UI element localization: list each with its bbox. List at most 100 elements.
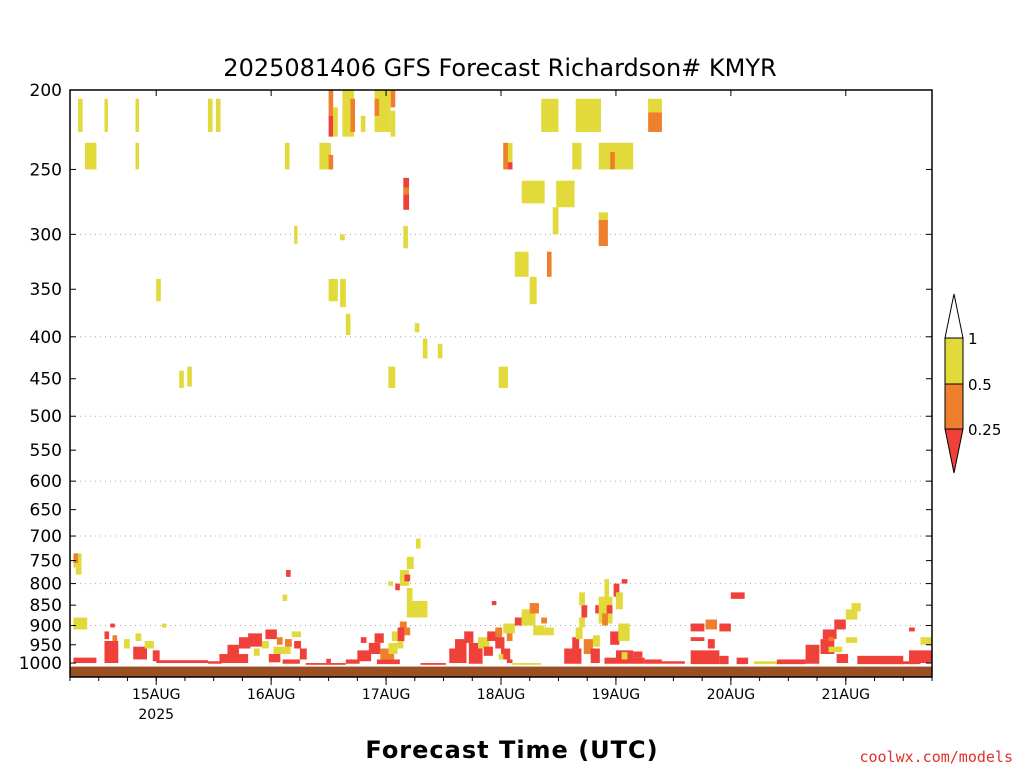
ri-cell-82	[273, 646, 291, 655]
ri-cell-36	[498, 366, 508, 389]
ri-cell-164	[707, 639, 715, 649]
ri-cell-119	[483, 646, 493, 656]
y-tick-label-300: 300	[30, 225, 62, 245]
ri-cell-54	[598, 219, 608, 247]
ri-cell-10	[342, 90, 354, 137]
ri-cell-148	[606, 605, 613, 614]
ri-cell-90	[326, 658, 331, 664]
ri-cell-137	[575, 627, 583, 640]
colorbar-above-1	[944, 293, 964, 339]
richardson-cells	[73, 90, 932, 665]
ri-cell-15	[390, 110, 396, 137]
x-tick-label-19AUG: 19AUG	[592, 687, 641, 703]
ri-cell-50	[572, 142, 582, 170]
ri-cell-31	[422, 338, 428, 359]
ri-cell-167	[736, 657, 749, 665]
ri-cell-91	[345, 659, 360, 664]
ri-cell-39	[503, 142, 508, 170]
ri-cell-24	[340, 234, 345, 241]
ri-cell-108	[395, 583, 400, 591]
ri-cell-183	[909, 650, 921, 665]
ri-cell-48	[648, 98, 662, 113]
ri-cell-94	[374, 633, 384, 643]
ri-cell-28	[340, 278, 346, 308]
ri-cell-120	[495, 627, 503, 638]
ri-cell-109	[388, 581, 393, 586]
ri-cell-151	[615, 592, 623, 610]
ri-cell-16	[390, 90, 396, 108]
ri-cell-165	[719, 623, 731, 632]
ri-cell-22	[403, 194, 410, 210]
ri-cell-46	[529, 276, 537, 305]
ri-cell-142	[590, 648, 600, 664]
ri-cell-169	[753, 661, 777, 665]
ri-cell-52	[610, 151, 615, 170]
ri-cell-59	[282, 594, 288, 601]
ri-cell-143	[592, 635, 600, 647]
ri-cell-150	[613, 583, 620, 597]
colorbar-red	[944, 428, 964, 474]
x-tick-label-20AUG: 20AUG	[707, 687, 756, 703]
ri-cell-32	[437, 343, 443, 359]
ri-cell-29	[345, 313, 351, 336]
ri-cell-110	[406, 588, 413, 601]
ri-cell-149	[610, 631, 620, 645]
ri-cell-69	[133, 646, 148, 660]
ri-cell-77	[248, 633, 262, 647]
ri-cell-99	[397, 627, 405, 642]
y-tick-label-600: 600	[30, 472, 62, 492]
y-tick-label-350: 350	[30, 280, 62, 300]
ri-cell-70	[144, 641, 154, 649]
ri-cell-138	[579, 617, 585, 628]
ri-cell-178	[845, 609, 858, 620]
ri-cell-66	[112, 635, 118, 642]
ri-cell-85	[291, 631, 302, 638]
x-axis-label: Forecast Time (UTC)	[365, 736, 658, 764]
colorbar-label-0-25: 0.25	[968, 421, 1001, 439]
ri-cell-141	[583, 639, 593, 655]
ri-cell-170	[776, 659, 806, 665]
y-tick-label-550: 550	[30, 441, 62, 461]
ri-cell-18	[319, 142, 331, 170]
ri-cell-73	[207, 661, 222, 664]
ri-cell-128	[541, 617, 547, 624]
x-tick-label-21AUG: 21AUG	[822, 687, 871, 703]
ri-cell-118	[487, 631, 499, 642]
ri-cell-175	[828, 646, 843, 653]
y-tick-label-400: 400	[30, 328, 62, 348]
y-tick-label-500: 500	[30, 407, 62, 427]
y-tick-label-450: 450	[30, 370, 62, 390]
ri-cell-67	[124, 639, 130, 649]
ri-cell-184	[909, 627, 915, 632]
colorbar-yellow	[944, 337, 964, 385]
ri-cell-17	[284, 142, 290, 170]
colorbar-label-0-5: 0.5	[968, 376, 992, 394]
ri-cell-87	[299, 648, 307, 660]
ri-cell-153	[604, 657, 645, 664]
ri-cell-163	[705, 619, 718, 630]
ri-cell-84	[284, 639, 292, 647]
ri-cell-74	[219, 654, 249, 664]
x-axis-ticks: 15AUG 2025 16AUG 17AUG 18AUG 19AUG 20AUG 21AUG	[69, 90, 933, 723]
y-tick-label-200: 200	[30, 81, 62, 101]
ri-cell-133	[506, 659, 513, 664]
ri-cell-117	[478, 637, 490, 649]
y-tick-label-850: 850	[30, 596, 62, 616]
ri-cell-27	[328, 278, 338, 302]
ri-cell-30	[414, 323, 420, 333]
ri-cell-136	[572, 637, 580, 649]
ri-cell-171	[805, 644, 820, 664]
ri-cell-68	[135, 633, 142, 642]
ri-cell-121	[495, 637, 505, 649]
ri-cell-1	[84, 142, 97, 170]
ri-cell-60	[73, 617, 88, 630]
ri-cell-0	[78, 98, 83, 132]
ri-cell-23	[294, 225, 298, 244]
ri-cell-53	[598, 212, 608, 220]
ri-cell-144	[595, 605, 600, 614]
ri-cell-161	[690, 623, 705, 632]
ri-cell-78	[253, 648, 260, 656]
grid-lines	[70, 233, 932, 627]
ri-cell-57	[75, 567, 82, 575]
